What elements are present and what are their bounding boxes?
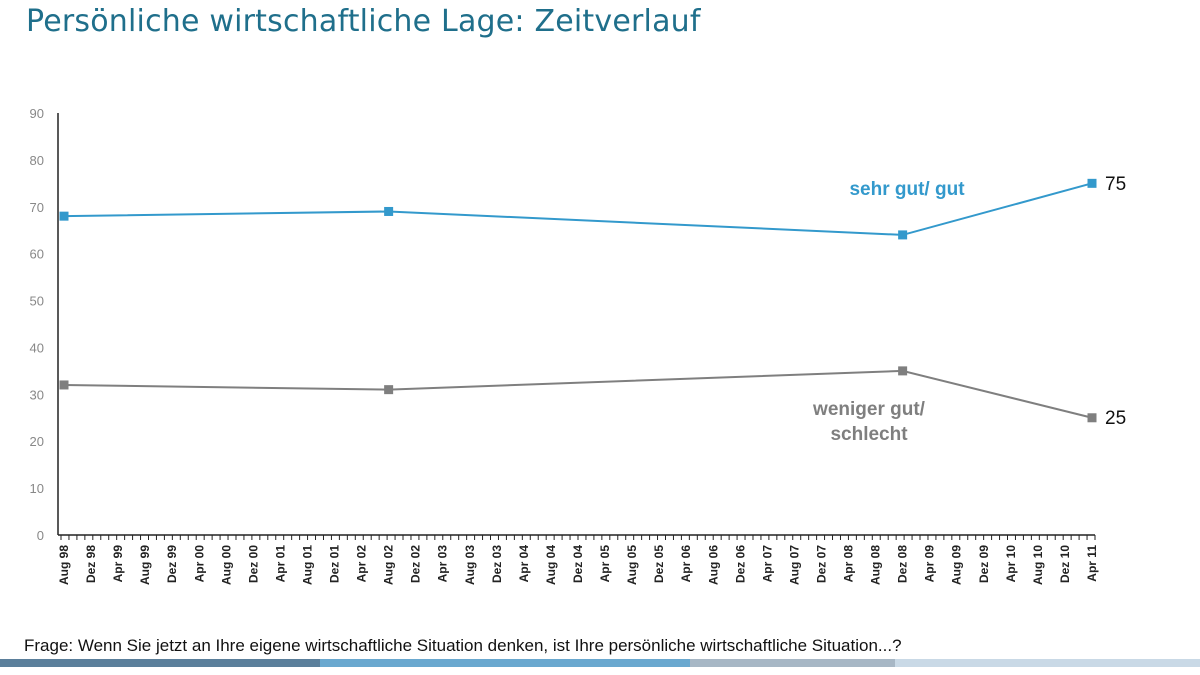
x-tick-label: Aug 99 bbox=[138, 545, 152, 585]
data-point-marker bbox=[898, 366, 908, 376]
data-point-marker bbox=[1087, 413, 1097, 423]
x-tick-label: Dez 02 bbox=[409, 545, 423, 583]
axes: 0 10 20 30 40 50 60 70 80 90 Aug 98 Dez 98 Apr 99 Aug… bbox=[30, 106, 1099, 585]
y-tick-label: 70 bbox=[30, 200, 44, 215]
y-tick-label: 90 bbox=[30, 106, 44, 121]
x-tick-label: Dez 98 bbox=[84, 545, 98, 583]
x-tick-label: Dez 07 bbox=[814, 545, 828, 583]
x-tick-label: Apr 11 bbox=[1085, 545, 1099, 582]
x-tick-label: Apr 02 bbox=[355, 545, 369, 583]
series bbox=[59, 178, 1097, 423]
data-point-marker bbox=[384, 385, 394, 395]
x-tick-label: Dez 05 bbox=[652, 545, 666, 583]
x-tick-label: Aug 04 bbox=[544, 545, 558, 585]
x-tick-label: Dez 06 bbox=[733, 545, 747, 583]
x-tick-label: Aug 02 bbox=[382, 545, 396, 585]
x-tick-label: Dez 04 bbox=[571, 545, 585, 583]
x-tick-label: Aug 08 bbox=[869, 545, 883, 585]
series-label: schlecht bbox=[830, 424, 908, 445]
y-tick-label: 30 bbox=[30, 387, 44, 402]
series-line bbox=[63, 369, 1093, 419]
x-tick-label: Dez 08 bbox=[896, 545, 910, 583]
line-chart: 0 10 20 30 40 50 60 70 80 90 Aug 98 Dez 98 Apr 99 Aug… bbox=[30, 106, 1127, 585]
y-tick-label: 60 bbox=[30, 247, 44, 262]
x-tick-label: Dez 00 bbox=[246, 545, 260, 583]
footer-bar-segment bbox=[895, 659, 1200, 667]
y-tick-label: 20 bbox=[30, 434, 44, 449]
x-tick-label: Apr 04 bbox=[517, 545, 531, 583]
x-tick-label: Aug 03 bbox=[463, 545, 477, 585]
x-tick-label: Apr 09 bbox=[923, 545, 937, 583]
x-tick-label: Aug 09 bbox=[950, 545, 964, 585]
y-tick-label: 40 bbox=[30, 340, 44, 355]
x-tick-label: Dez 03 bbox=[490, 545, 504, 583]
page-title: Persönliche wirtschaftliche Lage: Zeitve… bbox=[26, 4, 701, 39]
x-tick-label: Aug 10 bbox=[1031, 545, 1045, 585]
x-tick-label: Apr 07 bbox=[760, 545, 774, 583]
data-point-marker bbox=[59, 211, 69, 221]
y-tick-label: 50 bbox=[30, 294, 44, 309]
data-point-marker bbox=[1087, 178, 1097, 188]
x-tick-label: Aug 06 bbox=[706, 545, 720, 585]
y-tick-label: 10 bbox=[30, 481, 44, 496]
series-labels: sehr gut/ gut 75 weniger gut/schlecht 25 bbox=[812, 174, 1126, 445]
x-tick-label: Apr 01 bbox=[273, 545, 287, 583]
data-point-marker bbox=[898, 230, 908, 240]
x-tick-label: Apr 06 bbox=[679, 545, 693, 583]
x-tick-label: Dez 01 bbox=[328, 545, 342, 583]
footer-bar-segment bbox=[690, 659, 895, 667]
data-point-marker bbox=[384, 206, 394, 216]
x-tick-label: Apr 05 bbox=[598, 545, 612, 583]
x-tick-label: Apr 03 bbox=[436, 545, 450, 583]
series-line bbox=[63, 182, 1093, 236]
x-tick-label: Apr 99 bbox=[111, 545, 125, 583]
x-tick-label: Aug 00 bbox=[219, 545, 233, 585]
x-tick-label: Apr 08 bbox=[842, 545, 856, 583]
footer-bar-segment bbox=[0, 659, 320, 667]
series-label: sehr gut/ gut bbox=[849, 179, 965, 200]
end-value-label: 25 bbox=[1105, 408, 1126, 429]
x-tick-label: Aug 98 bbox=[57, 545, 71, 585]
footer-color-bar bbox=[0, 659, 1200, 667]
x-tick-label: Dez 10 bbox=[1058, 545, 1072, 583]
x-tick-label: Aug 01 bbox=[300, 545, 314, 585]
y-tick-label: 80 bbox=[30, 153, 44, 168]
x-tick-label: Aug 05 bbox=[625, 545, 639, 585]
x-tick-label: Apr 10 bbox=[1004, 545, 1018, 583]
y-tick-label: 0 bbox=[37, 528, 44, 543]
survey-question: Frage: Wenn Sie jetzt an Ihre eigene wir… bbox=[24, 636, 902, 655]
x-tick-label: Aug 07 bbox=[787, 545, 801, 585]
series-label: weniger gut/ bbox=[812, 399, 926, 420]
data-point-marker bbox=[59, 380, 69, 390]
x-tick-label: Dez 99 bbox=[165, 545, 179, 583]
x-tick-label: Dez 09 bbox=[977, 545, 991, 583]
x-tick-label: Apr 00 bbox=[192, 545, 206, 583]
footer-bar-segment bbox=[320, 659, 690, 667]
end-value-label: 75 bbox=[1105, 174, 1126, 195]
